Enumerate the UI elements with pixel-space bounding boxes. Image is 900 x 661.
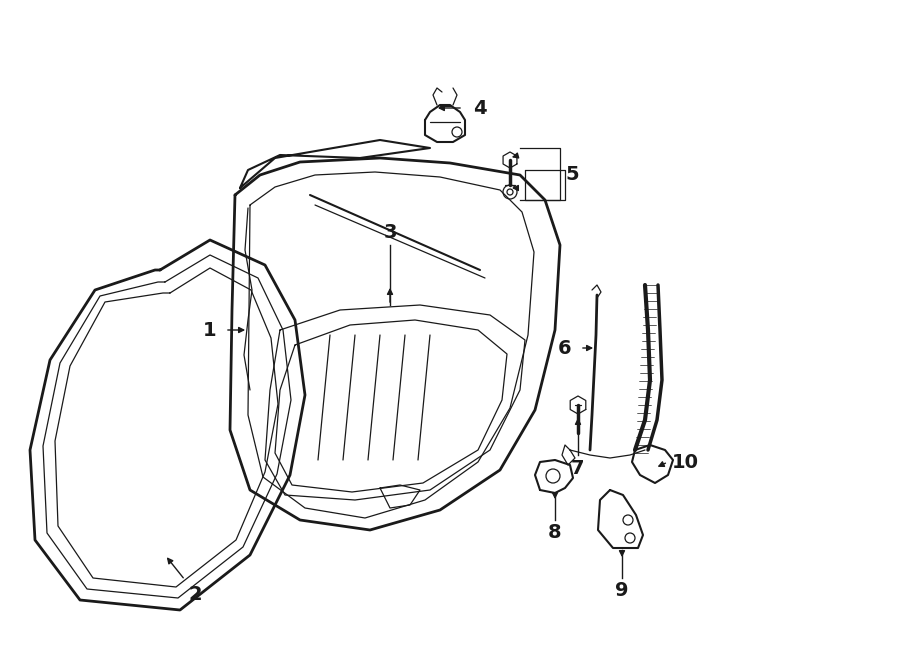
Text: 4: 4 (473, 98, 487, 118)
Text: 5: 5 (565, 165, 579, 184)
Text: 10: 10 (671, 453, 698, 471)
Text: 6: 6 (558, 338, 572, 358)
Text: 3: 3 (383, 223, 397, 241)
Text: 2: 2 (188, 586, 202, 605)
Text: 8: 8 (548, 522, 562, 541)
Text: 9: 9 (616, 580, 629, 600)
Text: 1: 1 (203, 321, 217, 340)
Text: 7: 7 (572, 459, 585, 477)
